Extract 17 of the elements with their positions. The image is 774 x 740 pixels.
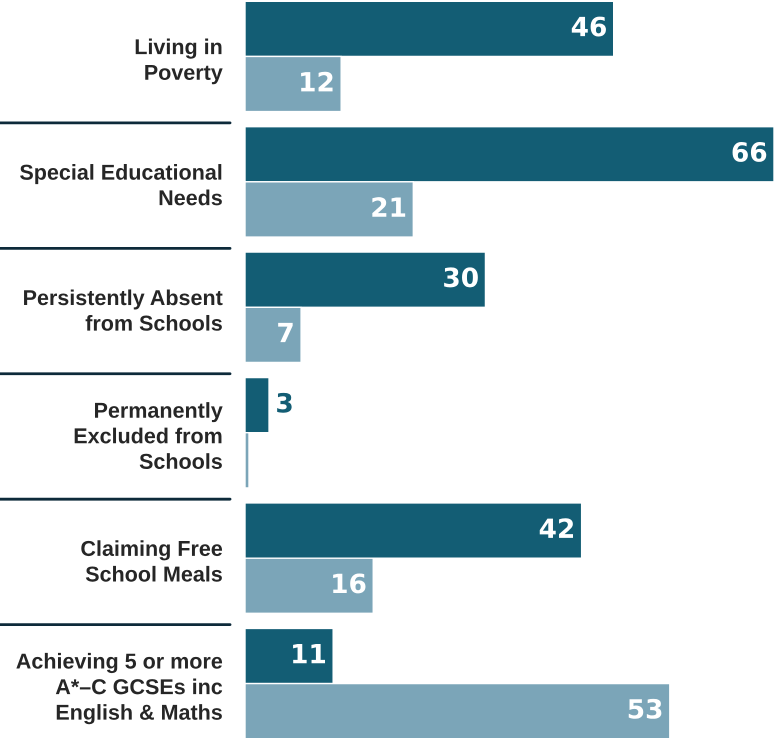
data-label: 66 xyxy=(732,142,766,162)
y-tick-label: Persistently Absent from Schools xyxy=(24,289,223,331)
data-label: 42 xyxy=(540,518,573,538)
data-label: 53 xyxy=(628,698,662,719)
data-label: 3 xyxy=(277,392,292,413)
data-label: 46 xyxy=(572,16,606,37)
y-tick-label: Claiming Free School Meals xyxy=(81,540,222,582)
y-tick-label: Permanently Excluded from Schools xyxy=(74,402,223,469)
data-label: 16 xyxy=(333,573,366,594)
data-label: 30 xyxy=(444,267,478,288)
data-label: 12 xyxy=(301,72,333,92)
y-tick-label: Special Educational Needs xyxy=(20,164,222,206)
data-label: 11 xyxy=(293,644,326,664)
y-tick-label: Living in Poverty xyxy=(136,38,223,84)
data-label: 7 xyxy=(278,322,293,342)
y-tick-label: Achieving 5 or more A*–C GCSEs inc English & Maths xyxy=(16,652,222,724)
data-label: 21 xyxy=(372,197,406,217)
